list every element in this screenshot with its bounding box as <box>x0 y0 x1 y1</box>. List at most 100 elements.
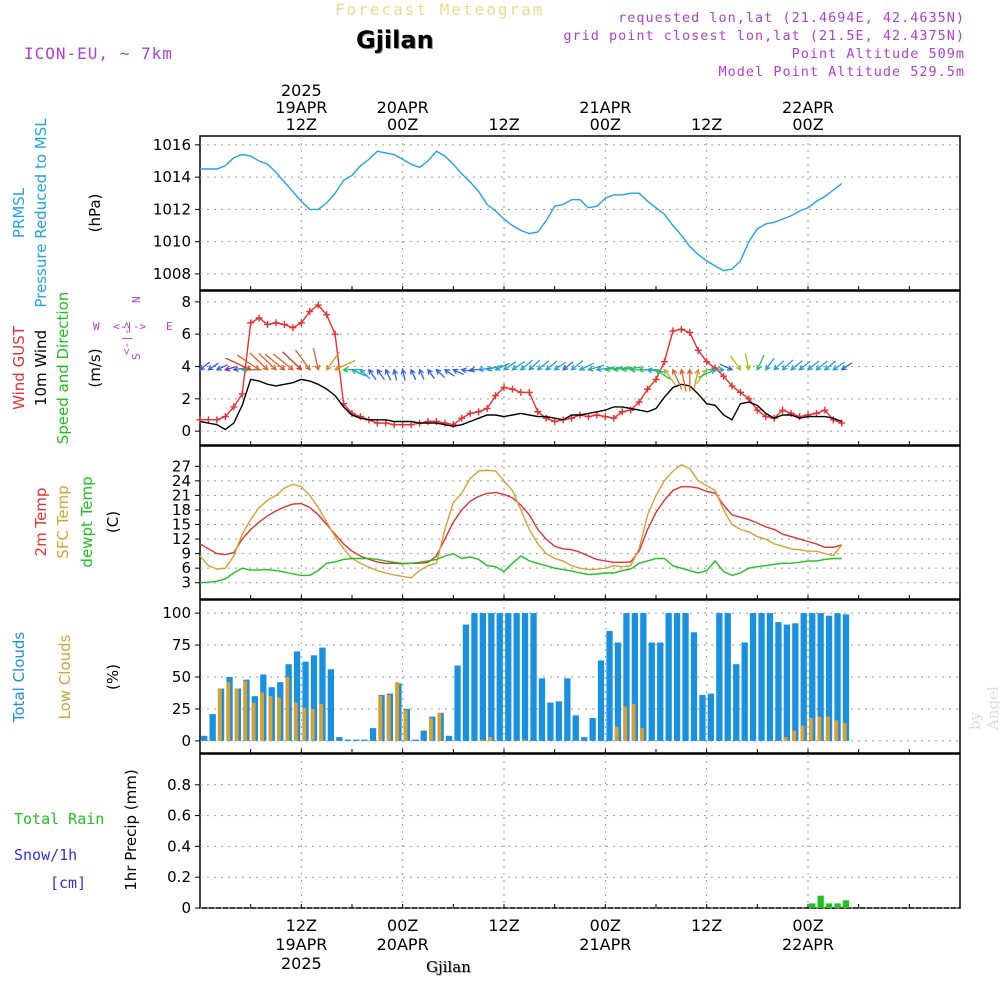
gust-marker <box>373 419 381 427</box>
requested-location: requested lon,lat (21.4694E, 42.4635N) <box>618 10 965 26</box>
gust-marker <box>247 319 255 327</box>
clouds-bar <box>749 613 757 741</box>
y-tick-label: 2 <box>181 390 191 408</box>
precip-bar <box>809 903 816 908</box>
wind-arrow-head <box>443 368 450 375</box>
wind-direction-arrow <box>410 369 417 381</box>
clouds-axis-label: Total Clouds <box>10 632 28 724</box>
wind-direction-arrow <box>236 354 260 371</box>
wind-arrow-head <box>224 365 231 372</box>
gust-marker <box>542 414 550 422</box>
gust-marker <box>728 382 736 390</box>
wind-arrow-head <box>694 368 701 375</box>
compass-south: S <box>130 353 143 360</box>
clouds-bar <box>572 715 579 741</box>
wind-arrow-head <box>823 364 830 371</box>
wind-arrow-head <box>745 364 751 372</box>
gust-marker <box>635 398 643 406</box>
wind-direction-arrow <box>719 363 733 371</box>
wind-arrow-head <box>726 365 734 371</box>
y-tick-label: 18 <box>172 501 191 519</box>
gust-marker <box>323 311 331 319</box>
clouds-bar <box>336 737 343 741</box>
wind-direction-arrow <box>512 360 526 371</box>
wind-direction-arrow <box>199 361 211 371</box>
clouds-low-bar <box>395 682 400 741</box>
bottom-time-label: 21APR <box>579 935 631 954</box>
clouds-bar <box>530 613 537 741</box>
gust-marker <box>458 414 466 422</box>
wind-arrow-head <box>587 365 594 372</box>
clouds-low-bar <box>378 696 383 741</box>
wind-arrow-head <box>735 364 742 371</box>
clouds-low-bar <box>386 694 391 741</box>
wind-arrow-head <box>536 364 543 371</box>
clouds-bar <box>792 623 799 741</box>
clouds-bar <box>201 735 208 741</box>
gust-marker <box>272 319 280 327</box>
wind-direction-arrow <box>841 362 853 371</box>
wind-arrow-head <box>384 368 391 375</box>
clouds-bar <box>445 735 453 741</box>
clouds-low-bar <box>640 728 644 741</box>
y-tick-label: 1012 <box>153 200 191 218</box>
gust-marker <box>568 414 576 422</box>
clouds-bar <box>496 613 503 741</box>
clouds-bar <box>690 632 698 741</box>
wind-direction-arrow <box>216 364 228 371</box>
pressure-series-line <box>200 150 843 272</box>
clouds-low-bar <box>429 717 433 741</box>
wind-arrow-head <box>368 368 374 375</box>
wind-direction-arrow <box>696 369 708 385</box>
top-time-label: 12Z <box>286 115 317 134</box>
gust-marker <box>753 406 761 414</box>
wind-arrow-head <box>578 365 586 371</box>
bottom-time-label: 12Z <box>488 916 519 935</box>
clouds-bar <box>319 647 326 741</box>
bottom-time-label: 22APR <box>782 935 834 954</box>
wind-arrow-head <box>207 364 214 371</box>
clouds-bar <box>521 613 529 741</box>
bottom-time-label: 20APR <box>377 935 429 954</box>
precip-bar <box>842 900 850 908</box>
station-name: Gjilan <box>356 26 434 54</box>
clouds-low-bar <box>310 708 315 741</box>
wind-arrow-head <box>756 364 762 371</box>
y-tick-label: 3 <box>181 574 191 592</box>
wind-direction-arrow <box>520 359 534 371</box>
wind-arrow-head <box>781 364 788 371</box>
clouds-low-bar <box>817 716 822 741</box>
clouds-low-bar <box>521 739 526 741</box>
wind-arrow-head <box>528 364 535 371</box>
clouds-low-bar <box>319 703 324 741</box>
clouds-bar <box>538 678 546 741</box>
wind-direction-arrow <box>528 359 541 371</box>
clouds-bar <box>310 655 318 741</box>
y-tick-label: 25 <box>172 700 191 718</box>
wind-arrow-head <box>245 365 252 371</box>
wind-direction-arrow <box>554 361 567 371</box>
wind-direction-arrow <box>655 369 671 380</box>
clouds-bar <box>673 613 681 741</box>
y-tick-label: 0 <box>181 732 191 750</box>
gust-marker <box>618 408 626 416</box>
wind-arrow-head <box>427 368 433 375</box>
clouds-bar <box>597 660 605 741</box>
wind-direction-arrow <box>385 369 392 381</box>
wind-direction-arrow <box>503 361 517 371</box>
wind-direction-arrow <box>312 348 319 370</box>
y-tick-label: 6 <box>181 559 191 577</box>
wind-arrow-head <box>262 364 269 371</box>
clouds-low-bar <box>403 710 408 741</box>
compass-arrow: <-|-> <box>113 320 146 333</box>
gust-marker <box>264 320 272 328</box>
wind-arrow-head <box>553 364 560 371</box>
clouds-low-bar <box>293 702 298 741</box>
wind-arrow-head <box>629 366 636 373</box>
wind-arrow-head <box>400 368 407 375</box>
wind-direction-arrow <box>282 351 302 371</box>
byline: by Angel <box>966 686 1000 730</box>
grid-point-location: grid point closest lon,lat (21.5E, 42.43… <box>563 28 965 44</box>
wind-arrow-head <box>325 364 332 371</box>
wind-unit-label: (m/s) <box>86 348 104 387</box>
